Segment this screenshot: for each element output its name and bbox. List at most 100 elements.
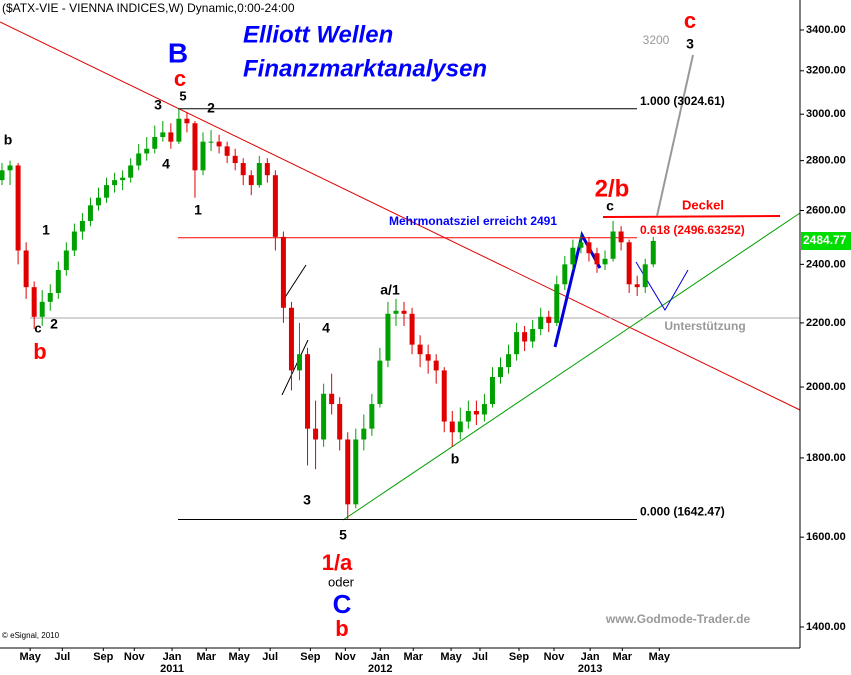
x-tick-label: Mar	[403, 651, 423, 663]
chart-title: ($ATX-VIE - VIENNA INDICES,W) Dynamic,0:…	[2, 1, 295, 15]
candle-body	[514, 332, 520, 355]
wave-label: 1/a	[322, 550, 353, 575]
wave-label: b	[335, 616, 348, 641]
candle-body	[522, 332, 528, 342]
wave-label: B	[168, 37, 188, 68]
candle-body	[473, 410, 479, 415]
wave-label: oder	[328, 574, 355, 589]
x-tick-label: May	[440, 651, 462, 663]
x-tick-label: Sep	[300, 651, 320, 663]
wave-label: www.Godmode-Trader.de	[605, 612, 751, 626]
candle-body	[457, 421, 463, 433]
candle-body	[618, 231, 624, 243]
candle-body	[329, 393, 335, 405]
x-tick-label: May	[649, 651, 671, 663]
candle-body	[578, 242, 584, 248]
candle-body	[104, 185, 110, 198]
wave-label: 3200	[643, 33, 670, 47]
candle-body	[393, 310, 399, 314]
candle-body	[47, 292, 53, 302]
candle-body	[87, 205, 93, 221]
wave-label: 2	[207, 100, 215, 116]
candle-body	[55, 269, 61, 293]
candle-body	[481, 404, 487, 415]
candle-body	[79, 220, 85, 232]
support-trendline	[342, 212, 801, 521]
y-tick-label: 3200.00	[806, 65, 846, 77]
wave-label: a/1	[380, 282, 400, 298]
x-tick-label: Sep	[93, 651, 113, 663]
headline: Finanzmarktanalysen	[243, 55, 487, 82]
wave-label: b	[33, 339, 46, 364]
candle-body	[530, 329, 536, 342]
x-tick-label: Jul	[262, 651, 278, 663]
projection-line	[656, 54, 694, 217]
candle-body	[152, 137, 158, 149]
candle-body	[570, 247, 576, 265]
candle-body	[489, 377, 495, 405]
y-tick-label: 2600.00	[806, 204, 846, 216]
candle-body	[401, 310, 407, 314]
candle-body	[361, 428, 367, 440]
candle-body	[63, 250, 69, 270]
candle-body	[216, 141, 222, 147]
year-label: 2011	[160, 663, 184, 675]
y-tick-label: 2000.00	[806, 381, 846, 393]
candle-body	[642, 264, 648, 288]
channel-line	[281, 339, 309, 396]
wave-label: c	[174, 66, 186, 91]
candle-body	[176, 118, 182, 142]
x-tick-label: Nov	[544, 651, 566, 663]
wave-label: c	[684, 8, 696, 33]
wave-label: 4	[162, 156, 170, 172]
candle-body	[296, 354, 302, 371]
candle-body	[441, 370, 447, 422]
wave-label: 1	[42, 222, 50, 238]
candle-body	[602, 258, 608, 265]
candle-body	[208, 141, 214, 143]
resistance-trendline	[0, 21, 801, 411]
y-tick-label: 1600.00	[806, 531, 846, 543]
last-price-box	[801, 231, 851, 250]
y-tick-label: 1800.00	[806, 452, 846, 464]
candle-body	[112, 180, 118, 186]
x-tick-label: Jan	[371, 651, 390, 663]
wave-label: 5	[339, 527, 347, 543]
wave-label: 4	[322, 320, 330, 336]
candle-body	[337, 404, 343, 440]
candle-body	[345, 439, 351, 505]
candle-body	[425, 354, 431, 361]
candle-body	[562, 264, 568, 285]
year-label: 2012	[368, 663, 392, 675]
wave-label: Mehrmonatsziel erreicht 2491	[389, 214, 557, 228]
candle-body	[586, 242, 592, 254]
x-tick-label: Jan	[581, 651, 600, 663]
x-tick-label: Mar	[196, 651, 216, 663]
x-tick-label: Jan	[163, 651, 182, 663]
candle-body	[377, 360, 383, 405]
candle-body	[224, 146, 230, 156]
wave-label: Unterstützung	[664, 319, 745, 333]
wave-label: b	[4, 132, 13, 148]
wave-label: b	[451, 451, 460, 467]
candle-body	[650, 240, 656, 265]
wave-label: 2	[50, 316, 58, 332]
candle-body	[433, 360, 439, 371]
candle-body	[31, 287, 37, 317]
wave-label: © eSignal, 2010	[2, 631, 60, 640]
candle-body	[71, 231, 77, 251]
candle-body	[200, 141, 206, 171]
candle-body	[353, 439, 359, 505]
channel-line	[281, 264, 307, 303]
fib-level-label: 0.618 (2496.63252)	[640, 223, 745, 237]
x-tick-label: Nov	[335, 651, 357, 663]
wave-label: c	[34, 320, 41, 335]
y-tick-label: 3400.00	[806, 24, 846, 36]
candle-body	[232, 155, 238, 164]
candle-body	[136, 153, 142, 166]
wave-label: 1	[194, 202, 202, 218]
candle-body	[39, 301, 45, 317]
candle-body	[160, 132, 166, 138]
candle-body	[240, 163, 246, 176]
